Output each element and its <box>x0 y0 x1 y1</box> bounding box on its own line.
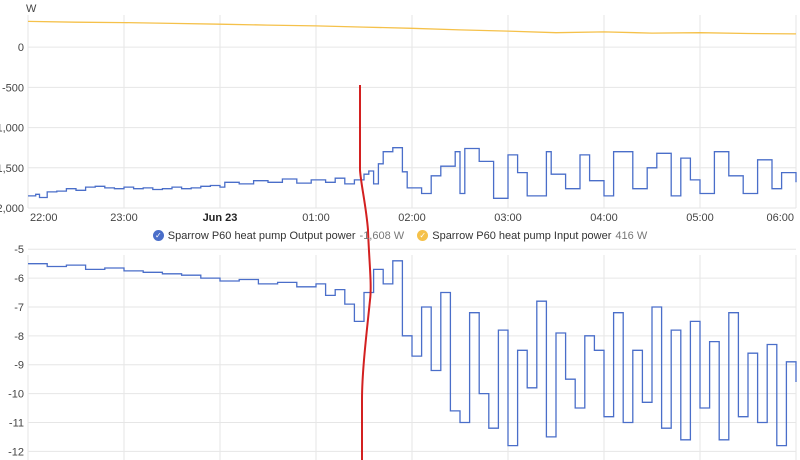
y-tick-label: -10 <box>8 389 24 401</box>
bottom-chart: -5 -6 -7 -8 -9 -10 -11 -12 <box>8 244 797 460</box>
x-tick-label: Jun 23 <box>203 212 238 224</box>
y-tick-label: -500 <box>2 82 24 94</box>
y-tick-label: -5 <box>14 244 24 256</box>
check-circle-icon: ✓ <box>417 230 429 241</box>
x-tick-label: 03:00 <box>494 212 522 224</box>
legend-label: Sparrow P60 heat pump Input power <box>432 229 612 242</box>
series-line-0 <box>28 147 797 199</box>
y-tick-label: -1,500 <box>0 163 24 175</box>
legend-value: 416 W <box>615 229 648 242</box>
x-tick-label: 22:00 <box>30 212 58 224</box>
y-tick-label: -1,000 <box>0 123 24 135</box>
y-tick-label: -11 <box>9 417 24 429</box>
legend-item-input-power[interactable]: ✓ Sparrow P60 heat pump Input power 416 … <box>417 230 647 242</box>
check-circle-icon: ✓ <box>152 230 164 241</box>
y-tick-label: -12 <box>8 446 24 458</box>
series-line-0 <box>28 260 797 447</box>
x-tick-label: 06:00 <box>766 212 794 224</box>
y-tick-label: -2,000 <box>0 203 24 215</box>
x-tick-label: 01:00 <box>302 212 330 224</box>
series-line-1 <box>27 20 797 35</box>
legend-item-output-power[interactable]: ✓ Sparrow P60 heat pump Output power -1,… <box>152 229 405 242</box>
top-chart: W 0 -500 -1,000 -1,500 -2,000 22:00 23:00 Jun 2… <box>0 3 797 224</box>
hand-drawn-annotation-line <box>359 85 372 460</box>
x-tick-label: 05:00 <box>686 212 714 224</box>
y-tick-label: -7 <box>14 302 24 314</box>
legend: ✓ Sparrow P60 heat pump Output power -1,… <box>0 229 800 242</box>
x-tick-label: 02:00 <box>398 212 426 224</box>
legend-value: -1,608 W <box>359 229 405 242</box>
y-tick-label: 0 <box>18 42 24 54</box>
y-tick-label: -8 <box>14 331 24 343</box>
y-tick-label: -9 <box>14 360 24 372</box>
y-axis-unit-label: W <box>26 3 37 15</box>
y-tick-label: -6 <box>14 273 24 285</box>
x-tick-label: 23:00 <box>110 212 138 224</box>
x-tick-label: 04:00 <box>590 212 618 224</box>
legend-label: Sparrow P60 heat pump Output power <box>167 229 356 242</box>
